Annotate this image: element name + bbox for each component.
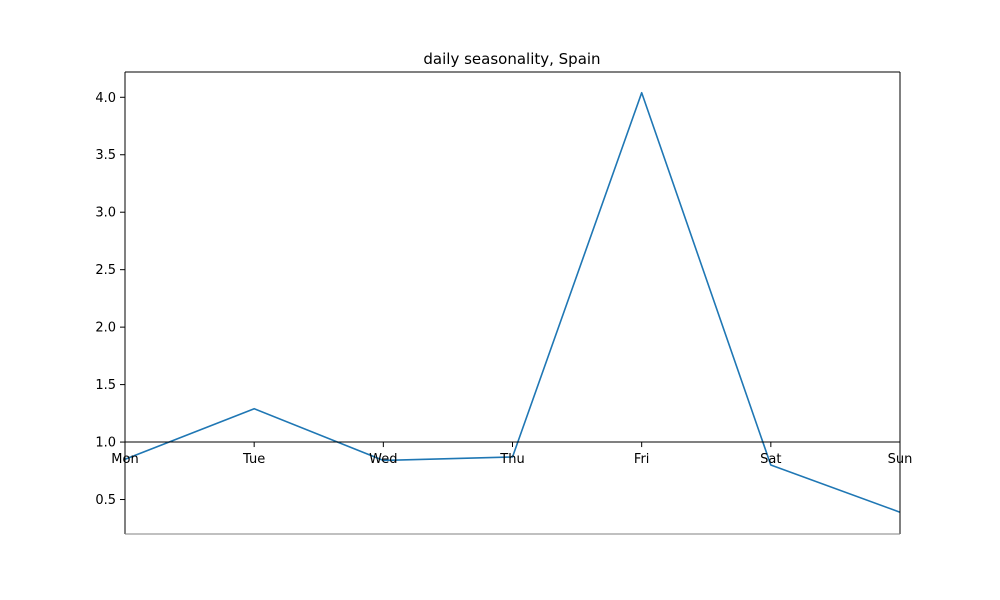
y-tick-label: 2.0 — [95, 321, 116, 336]
series-line — [124, 91, 901, 513]
y-tick-label: 3.5 — [95, 148, 116, 163]
x-tick-label: Tue — [242, 452, 265, 467]
y-tick-label: 4.0 — [95, 91, 116, 106]
x-tick-label: Sat — [760, 452, 781, 467]
x-tick-label: Thu — [499, 452, 524, 467]
x-axis: Mon Tue Wed Thu Fri Sat Sun — [111, 441, 912, 467]
y-tick-label: 1.0 — [95, 436, 116, 451]
chart-title: daily seasonality, Spain — [423, 50, 600, 68]
y-axis: 0.5 1.0 1.5 2.0 2.5 3.0 3.5 4.0 — [95, 91, 125, 508]
x-tick-label: Fri — [634, 452, 650, 467]
y-tick-label: 0.5 — [95, 493, 116, 508]
series-layer — [124, 91, 901, 513]
y-tick-label: 1.5 — [95, 378, 116, 393]
y-tick-label: 3.0 — [95, 206, 116, 221]
y-tick-label: 2.5 — [95, 263, 116, 278]
plot-frame — [124, 71, 901, 535]
x-tick-label: Wed — [369, 452, 397, 467]
